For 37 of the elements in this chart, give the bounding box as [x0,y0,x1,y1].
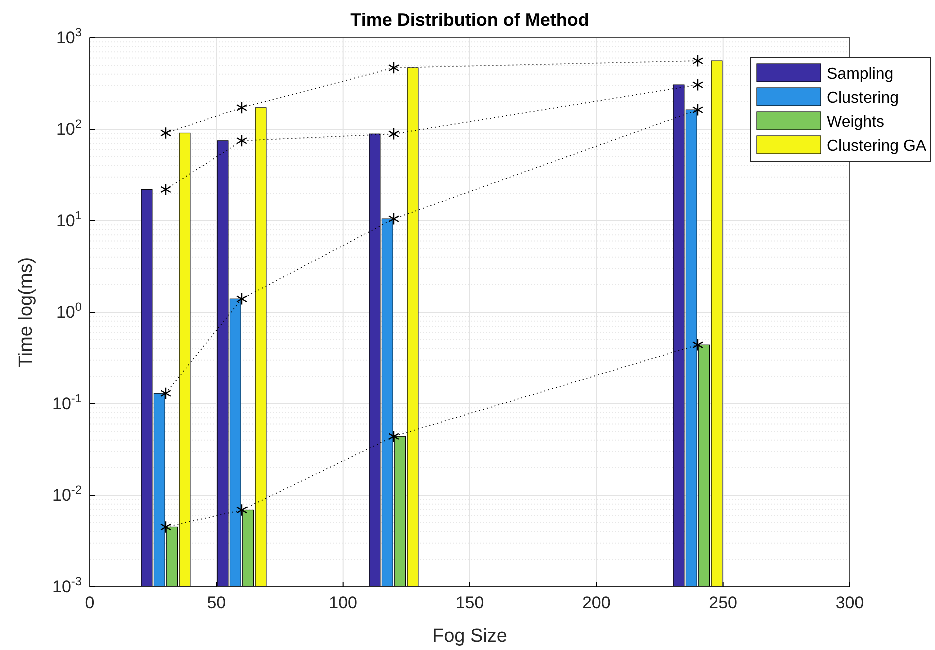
y-tick-label: 10$^{-3}$ [52,574,82,596]
y-tick-label: 10$^{3}$ [56,25,82,48]
x-tick-label: 200 [582,594,611,613]
point [160,183,172,196]
y-tick-label: 10$^{-1}$ [52,391,82,414]
point [236,134,248,148]
x-axis-title: Fog Size [432,626,508,647]
point [388,212,400,226]
y-axis-title: Time log(ms) [16,257,37,368]
point [692,338,704,352]
legend-label: Clustering [827,90,900,107]
point [160,126,172,140]
y-tick-label: 10$^{0}$ [56,300,82,322]
point [692,54,704,68]
x-tick-label: 100 [329,594,358,613]
legend-label: Sampling [827,66,894,83]
legend-label: Clustering GA [827,138,927,155]
point [692,78,704,92]
x-tick-label: 150 [456,594,484,613]
chart-title: Time Distribution of Method [350,10,590,30]
y-tick-label: 10$^{2}$ [56,116,82,139]
point [388,128,400,140]
x-tick-label: 300 [836,594,864,613]
y-tick-label: 10$^{-2}$ [52,482,82,505]
x-tick-label: 250 [709,594,738,613]
point [236,504,248,517]
point [692,104,704,116]
point [236,292,248,306]
point [160,520,172,534]
x-tick-label: 0 [85,594,95,613]
legend-label: Weights [827,114,885,131]
y-tick-label: 10$^{1}$ [56,208,82,230]
x-tick-label: 50 [207,594,226,613]
point [388,62,400,74]
point [388,430,400,443]
point [160,387,172,400]
point [236,102,248,114]
